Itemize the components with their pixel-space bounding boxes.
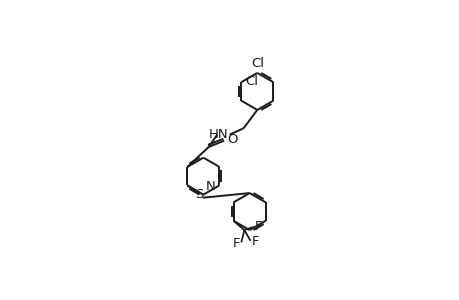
- Text: Cl: Cl: [245, 75, 257, 88]
- Text: F: F: [232, 237, 239, 250]
- Text: O: O: [227, 134, 237, 146]
- Text: F: F: [252, 235, 259, 248]
- Text: N: N: [205, 180, 215, 193]
- Text: F: F: [255, 220, 262, 233]
- Text: Cl: Cl: [250, 57, 263, 70]
- Text: HN: HN: [208, 128, 228, 141]
- Text: S: S: [195, 188, 203, 201]
